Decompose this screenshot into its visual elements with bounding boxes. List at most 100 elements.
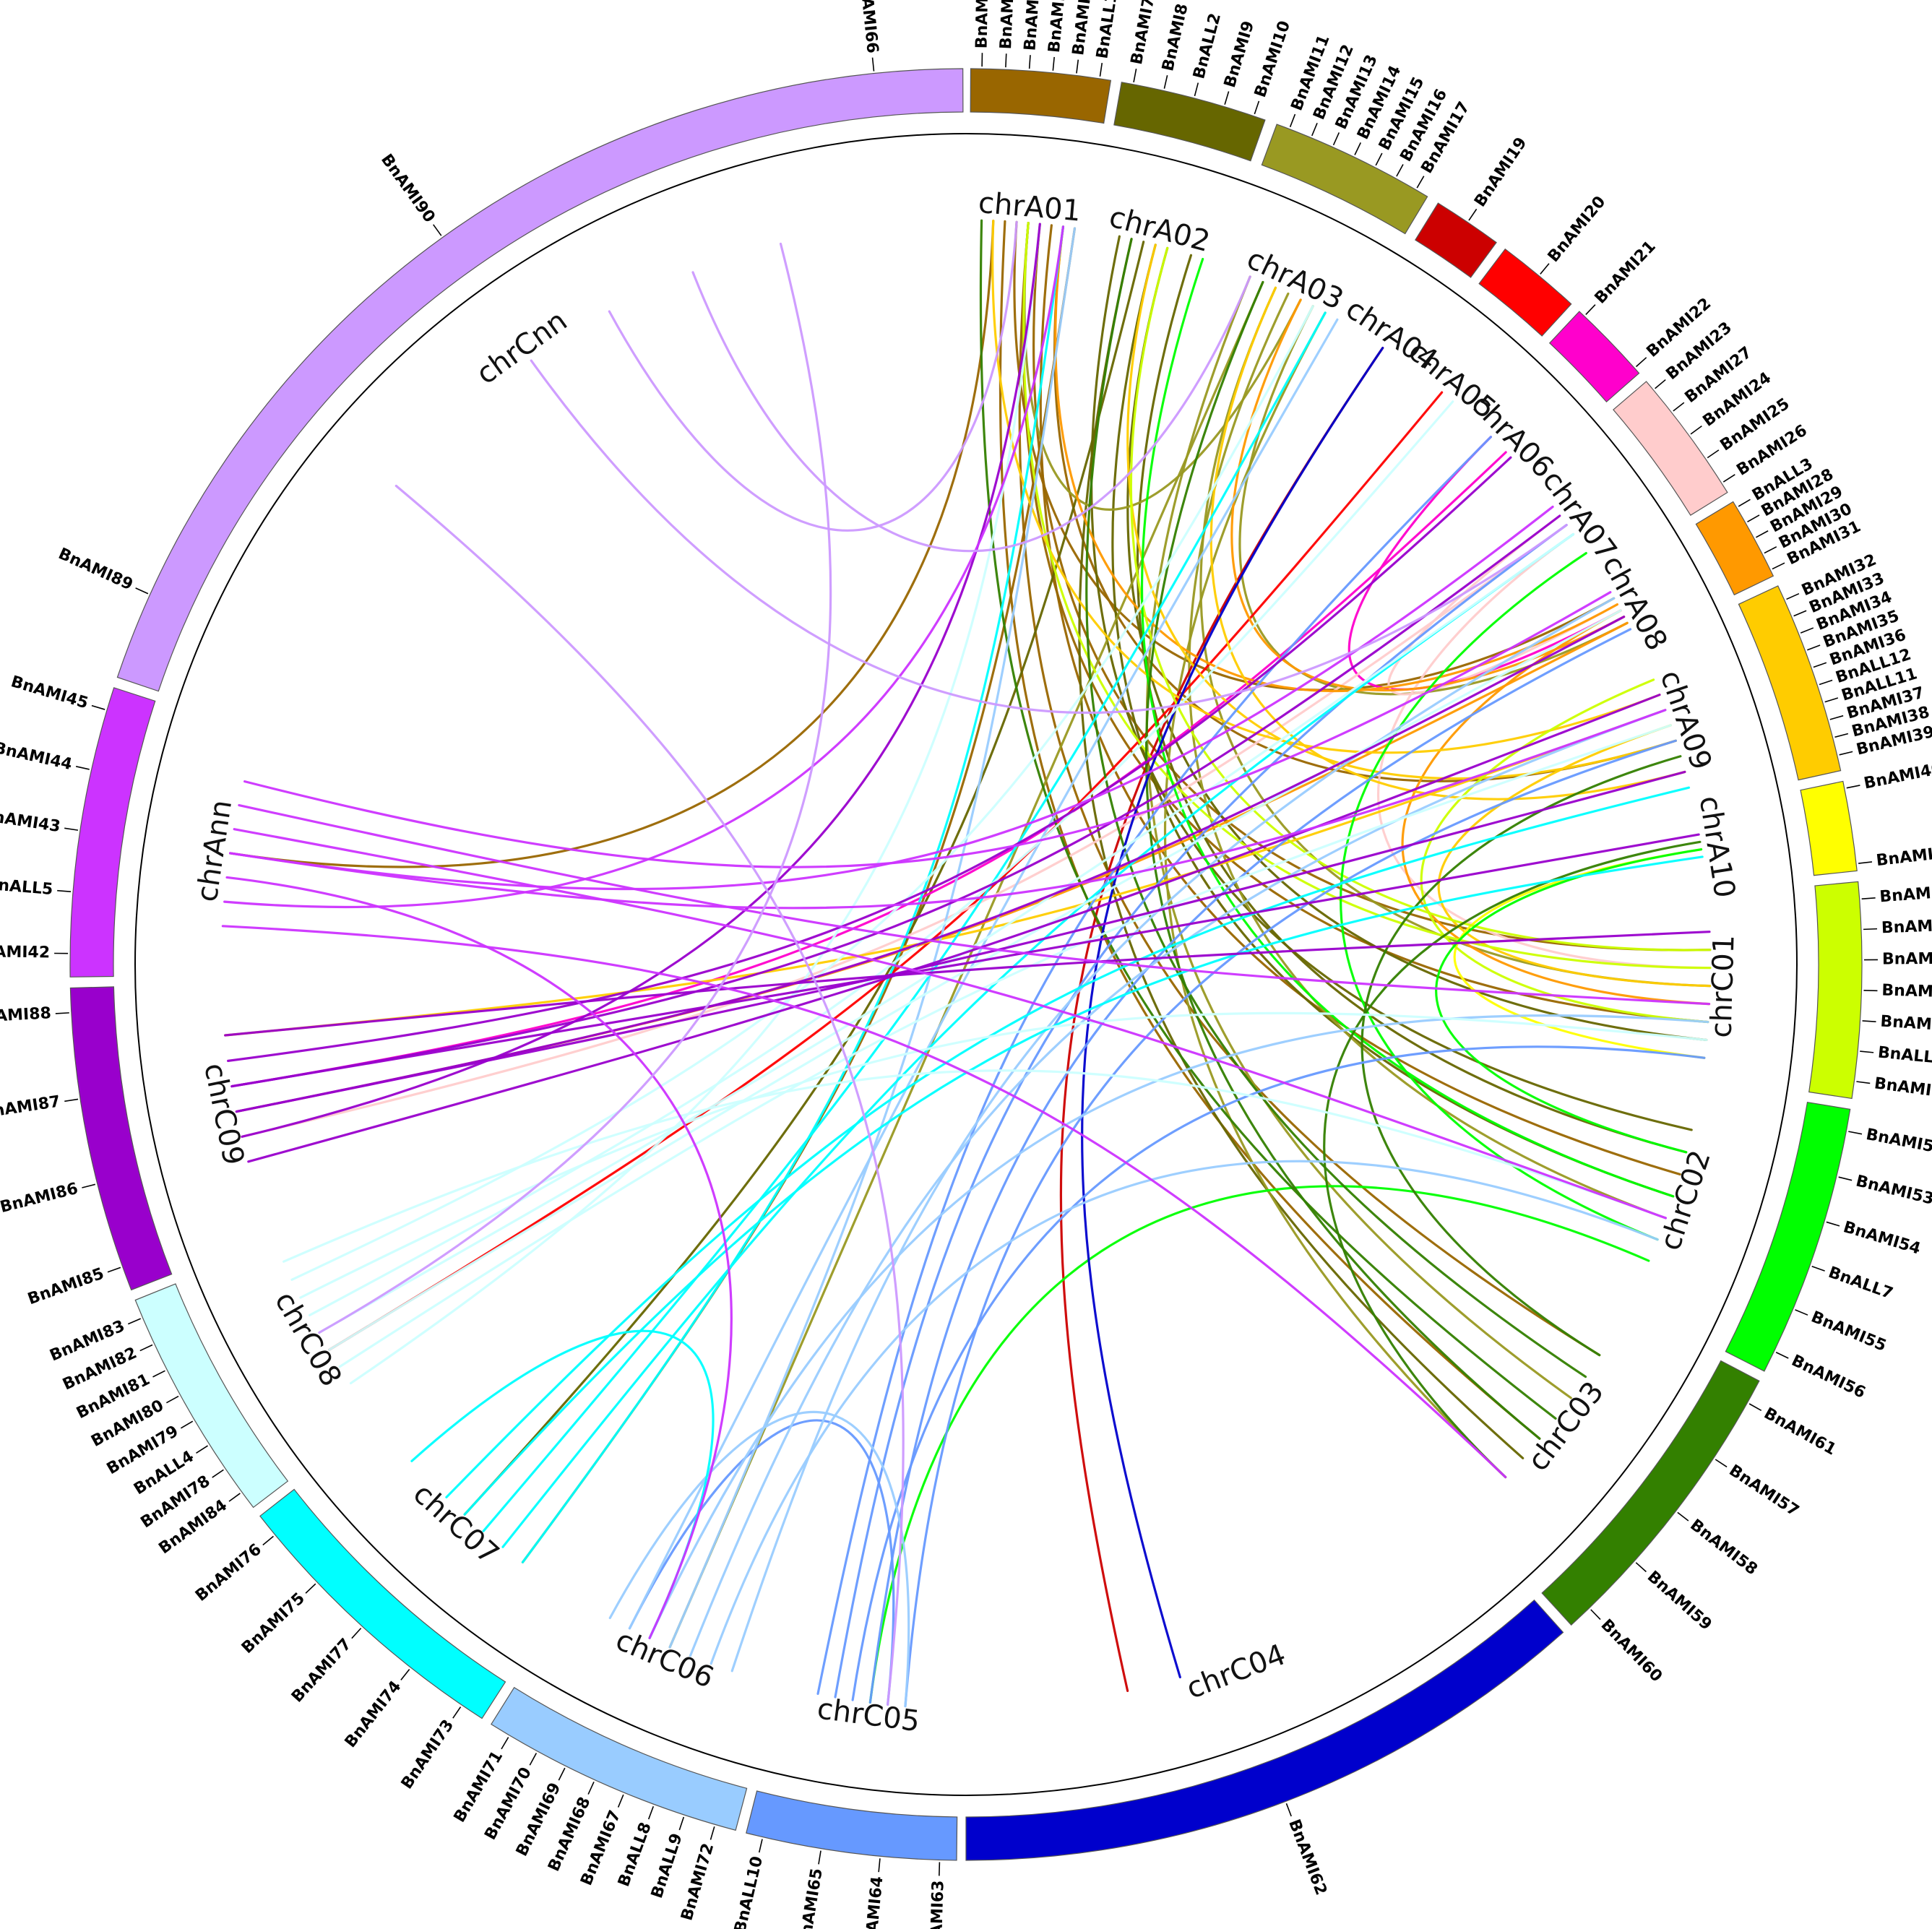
gene-label: BnAMI53 bbox=[1854, 1172, 1932, 1208]
gene-tick bbox=[678, 1816, 685, 1831]
synteny-link bbox=[228, 709, 1667, 910]
chromosome-band-chrc09[interactable] bbox=[69, 986, 173, 1291]
gene-label: BnAMI20 bbox=[1545, 193, 1610, 266]
gene-tick bbox=[228, 1493, 241, 1502]
gene-tick bbox=[1354, 142, 1362, 155]
chromosome-band-chrc06[interactable] bbox=[491, 1686, 748, 1831]
gene-label: BnAMI41 bbox=[1875, 843, 1932, 870]
chromosome-band-chra04[interactable] bbox=[1414, 202, 1497, 278]
gene-tick bbox=[1289, 113, 1296, 128]
gene-tick bbox=[1052, 56, 1055, 71]
gene-tick bbox=[1722, 474, 1735, 483]
gene-label: BnAMI75 bbox=[238, 1589, 309, 1657]
gene-label: BnAMI72 bbox=[678, 1842, 717, 1923]
gene-label: BnAMI47 bbox=[1881, 916, 1932, 937]
gene-tick bbox=[1396, 164, 1404, 177]
synteny-link bbox=[1018, 222, 1601, 1357]
synteny-link bbox=[1085, 238, 1587, 1378]
gene-tick bbox=[1846, 785, 1860, 789]
synteny-link bbox=[241, 223, 1041, 1138]
chromosome-band-chrc02[interactable] bbox=[1725, 1102, 1851, 1372]
synteny-link bbox=[1401, 609, 1711, 1006]
chromosome-band-chra06[interactable] bbox=[1548, 311, 1640, 403]
gene-tick bbox=[1747, 514, 1760, 522]
gene-tick bbox=[1099, 63, 1103, 77]
gene-tick bbox=[1254, 100, 1260, 115]
gene-label: BnAMI76 bbox=[192, 1540, 265, 1605]
gene-tick bbox=[1786, 592, 1800, 600]
gene-tick bbox=[1839, 751, 1853, 756]
gene-tick bbox=[1590, 1609, 1601, 1621]
synteny-link bbox=[225, 876, 733, 1639]
synteny-link bbox=[1022, 222, 1712, 970]
gene-label: BnAMI5 bbox=[1069, 0, 1095, 56]
synteny-link bbox=[221, 925, 1507, 1479]
synteny-link bbox=[691, 271, 1251, 553]
chromosome-band-chra05[interactable] bbox=[1478, 248, 1572, 337]
chromosome-band-chrcnn[interactable] bbox=[116, 68, 964, 692]
chromosome-label-chrc02: chrC02 bbox=[1654, 1147, 1717, 1255]
chromosome-band-chrann[interactable] bbox=[69, 687, 156, 978]
synteny-link bbox=[1144, 280, 1541, 1440]
gene-label: BnALL10 bbox=[731, 1855, 767, 1929]
gene-tick bbox=[1194, 82, 1199, 97]
gene-label: BnAMI52 bbox=[1865, 1126, 1932, 1158]
gene-label: BnAMI50 bbox=[1880, 1013, 1932, 1036]
gene-tick bbox=[64, 827, 79, 831]
gene-tick bbox=[305, 1583, 316, 1594]
gene-tick bbox=[64, 1098, 79, 1102]
gene-tick bbox=[529, 1753, 538, 1766]
gene-tick bbox=[1707, 449, 1720, 459]
synteny-link bbox=[868, 1185, 1650, 1704]
gene-label: BnAMI4 bbox=[1045, 0, 1070, 53]
gene-label: BnAMI55 bbox=[1808, 1308, 1889, 1355]
synteny-link bbox=[1347, 436, 1622, 691]
gene-tick bbox=[1311, 123, 1318, 137]
gene-label: BnAMI46 bbox=[1879, 882, 1932, 906]
gene-tick bbox=[262, 1535, 274, 1546]
chromosome-band-chra09[interactable] bbox=[1738, 585, 1842, 781]
gene-label: BnAMI45 bbox=[9, 673, 90, 712]
chromosome-band-chra02[interactable] bbox=[1113, 82, 1266, 162]
gene-tick bbox=[1838, 1176, 1853, 1181]
chromosome-band-chrc08[interactable] bbox=[134, 1283, 289, 1509]
chromosome-ring bbox=[69, 68, 1863, 1861]
gene-tick bbox=[57, 889, 72, 892]
gene-tick bbox=[617, 1794, 624, 1808]
synteny-link bbox=[991, 220, 1661, 754]
gene-tick bbox=[501, 1737, 509, 1750]
synteny-link bbox=[349, 223, 1041, 1385]
synteny-link bbox=[904, 739, 1677, 1708]
chromosome-band-chra01[interactable] bbox=[970, 68, 1112, 124]
gene-label: BnAMI21 bbox=[1592, 238, 1660, 308]
synteny-link bbox=[223, 225, 1065, 909]
gene-tick bbox=[452, 1706, 462, 1719]
chromosome-band-chra10[interactable] bbox=[1800, 780, 1858, 876]
gene-label: BnAMI88 bbox=[0, 1004, 51, 1027]
chromosome-band-chrc04[interactable] bbox=[965, 1599, 1564, 1861]
gene-tick bbox=[871, 57, 875, 72]
synteny-link bbox=[689, 709, 1667, 1657]
chromosome-band-chra07[interactable] bbox=[1613, 381, 1728, 517]
chromosome-band-chra08[interactable] bbox=[1695, 501, 1774, 596]
chromosome-band-chra03[interactable] bbox=[1261, 124, 1428, 235]
synteny-link bbox=[1230, 298, 1626, 691]
gene-tick bbox=[180, 1420, 194, 1429]
gene-tick bbox=[1285, 1803, 1292, 1817]
chromosome-band-chrc05[interactable] bbox=[746, 1790, 958, 1861]
gene-tick bbox=[1824, 697, 1839, 703]
gene-tick bbox=[1863, 928, 1878, 931]
chromosome-band-chrc03[interactable] bbox=[1541, 1360, 1760, 1626]
synteny-link bbox=[608, 1410, 910, 1708]
gene-label: BnAMI85 bbox=[25, 1265, 106, 1309]
chromosome-band-chrc01[interactable] bbox=[1808, 881, 1863, 1100]
synteny-link bbox=[1111, 243, 1675, 1198]
synteny-link bbox=[227, 456, 1512, 1062]
synteny-link bbox=[1140, 257, 1675, 1198]
gene-label: BnALL8 bbox=[615, 1820, 655, 1889]
gene-tick bbox=[351, 1628, 362, 1639]
chromosome-label-chrc06: chrC06 bbox=[611, 1623, 718, 1695]
gene-tick bbox=[127, 1318, 142, 1325]
chromosome-band-chrc07[interactable] bbox=[259, 1488, 506, 1719]
gene-label: BnAMI73 bbox=[398, 1717, 458, 1792]
